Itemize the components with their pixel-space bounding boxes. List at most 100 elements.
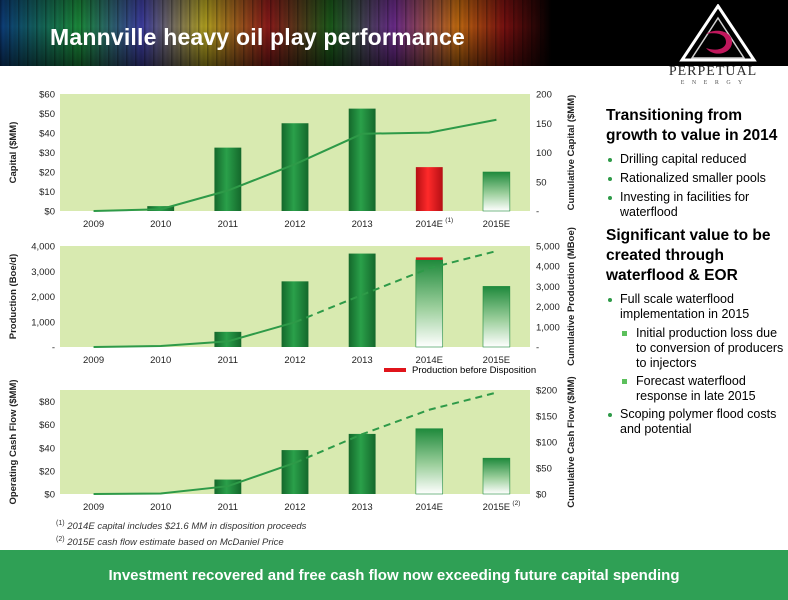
heading-transitioning: Transitioning from growth to value in 20…	[606, 107, 778, 144]
y2-tick-label: $100	[536, 438, 557, 449]
x-tick-label: 2011	[218, 219, 238, 230]
y2-tick-label: 5,000	[536, 242, 560, 253]
x-tick-label: 2009	[83, 219, 104, 230]
bullet-polymer: Scoping polymer flood costs and potentia…	[606, 407, 784, 437]
footnote-1-text: 2014E capital includes $21.6 MM in dispo…	[67, 521, 307, 533]
x-tick-label: 2015E	[483, 502, 510, 513]
logo-subtitle: E N E R G Y	[680, 80, 746, 86]
x-tick-label: 2015E	[483, 219, 510, 230]
footer-text: Investment recovered and free cash flow …	[108, 567, 680, 584]
footnote-1-mark: (1)	[56, 520, 65, 527]
y2-tick-label: 200	[536, 90, 552, 101]
bar-2014E	[415, 428, 444, 495]
footnote-1: (1) 2014E capital includes $21.6 MM in d…	[56, 520, 306, 532]
x-tick-label: 2015E	[483, 355, 510, 366]
cumulative-line-solid	[93, 321, 296, 348]
bar-2011	[214, 331, 242, 347]
cumulative-line-dashed	[294, 250, 497, 324]
y2-axis-label: Cumulative Production (MBoe)	[566, 227, 577, 366]
y-axis-label: Production (Boe/d)	[8, 254, 19, 340]
cumulative-line-dashed	[294, 391, 497, 464]
x-tick-label: 2010	[150, 502, 171, 513]
bar-2014E	[415, 259, 444, 348]
y-tick-label: $50	[39, 109, 55, 120]
footnote-2: (2) 2015E cash flow estimate based on Mc…	[56, 536, 284, 548]
bar-2015E	[482, 171, 511, 212]
sub-bullet-production-loss: Initial production loss due to conversio…	[606, 326, 784, 371]
header-banner	[0, 0, 788, 66]
y-tick-label: $30	[39, 148, 55, 159]
x-tick-label: 2014E	[416, 355, 443, 366]
x-tick-label: 2013	[352, 219, 373, 230]
x-tick-label: 2013	[352, 355, 373, 366]
bullet-drilling: Drilling capital reduced	[606, 152, 784, 167]
bar-2012	[281, 450, 309, 494]
y2-tick-label: -	[536, 343, 539, 354]
bar-2012	[281, 281, 309, 347]
y2-tick-label: 150	[536, 119, 552, 130]
logo-name: PERPETUAL	[668, 64, 758, 79]
y-tick-label: 2,000	[31, 292, 55, 303]
y-tick-label: $0	[44, 207, 55, 218]
bullet-facilities: Investing in facilities for waterflood	[606, 190, 784, 220]
bar-cap-2014E	[415, 257, 443, 260]
y2-tick-label: 100	[536, 148, 552, 159]
y2-tick-label: 2,000	[536, 302, 560, 313]
bar-2013	[348, 253, 376, 347]
x-tick-label: 2011	[218, 502, 238, 513]
x-tick-label: 2009	[83, 502, 104, 513]
bar-2015E	[482, 286, 511, 348]
y2-tick-label: $0	[536, 490, 547, 501]
bullets-transitioning: Drilling capital reduced Rationalized sm…	[606, 152, 784, 220]
footer-banner: Investment recovered and free cash flow …	[0, 550, 788, 600]
y-tick-label: $60	[39, 420, 55, 431]
y-axis-label: Capital ($MM)	[8, 122, 19, 184]
y-tick-label: 4,000	[31, 242, 55, 253]
bar-2013	[348, 108, 376, 211]
x-tick-label: 2011	[218, 355, 238, 366]
cumulative-line-solid	[93, 461, 296, 495]
x-tick-label: 2010	[150, 219, 171, 230]
x-tick-label: 2009	[83, 355, 104, 366]
page-title: Mannville heavy oil play performance	[50, 24, 465, 50]
y-tick-label: -	[52, 343, 55, 354]
y2-tick-label: 3,000	[536, 282, 560, 293]
right-panel: Transitioning from growth to value in 20…	[606, 106, 784, 441]
footnote-2-text: 2015E cash flow estimate based on McDani…	[67, 537, 284, 549]
sub-bullet-response: Forecast waterflood response in late 201…	[606, 374, 784, 404]
y-tick-label: 1,000	[31, 317, 55, 328]
y-tick-label: $20	[39, 168, 55, 179]
y-tick-label: $80	[39, 397, 55, 408]
y2-tick-label: $150	[536, 412, 557, 423]
bullet-full-scale: Full scale waterflood implementation in …	[606, 292, 784, 322]
bar-2015E	[482, 457, 511, 495]
y-tick-label: $40	[39, 129, 55, 140]
x-tick-label: 2014E	[416, 502, 443, 513]
chart-area: $0 $10 $20 $30 $40 $50 $60 - 50 100 150 200 Capital …	[8, 90, 577, 514]
y2-tick-label: 50	[536, 177, 547, 188]
y2-tick-label: $200	[536, 386, 557, 397]
y2-axis-label: Cumulative Cash Flow ($MM)	[566, 376, 577, 507]
legend-swatch	[384, 368, 406, 372]
y-tick-label: $0	[44, 490, 55, 501]
x-tick-label: 2014E	[416, 219, 443, 230]
bar-2011	[214, 147, 242, 211]
bar-2014E	[415, 167, 443, 211]
x-tick-label: 2012	[284, 219, 305, 230]
x-tick-label: 2010	[150, 355, 171, 366]
y-tick-label: $20	[39, 466, 55, 477]
y2-tick-label: $50	[536, 464, 552, 475]
y2-tick-label: 4,000	[536, 262, 560, 273]
bar-2013	[348, 433, 376, 494]
y-tick-label: $10	[39, 187, 55, 198]
x-tick-mark: (2)	[512, 500, 520, 507]
footnote-2-mark: (2)	[56, 536, 65, 543]
bullet-rationalized: Rationalized smaller pools	[606, 171, 784, 186]
x-tick-label: 2012	[284, 355, 305, 366]
x-tick-mark: (1)	[445, 217, 453, 224]
x-tick-label: 2012	[284, 502, 305, 513]
y-tick-label: 3,000	[31, 267, 55, 278]
x-tick-label: 2013	[352, 502, 373, 513]
y2-tick-label: 1,000	[536, 322, 560, 333]
cumulative-line-solid	[93, 118, 497, 212]
